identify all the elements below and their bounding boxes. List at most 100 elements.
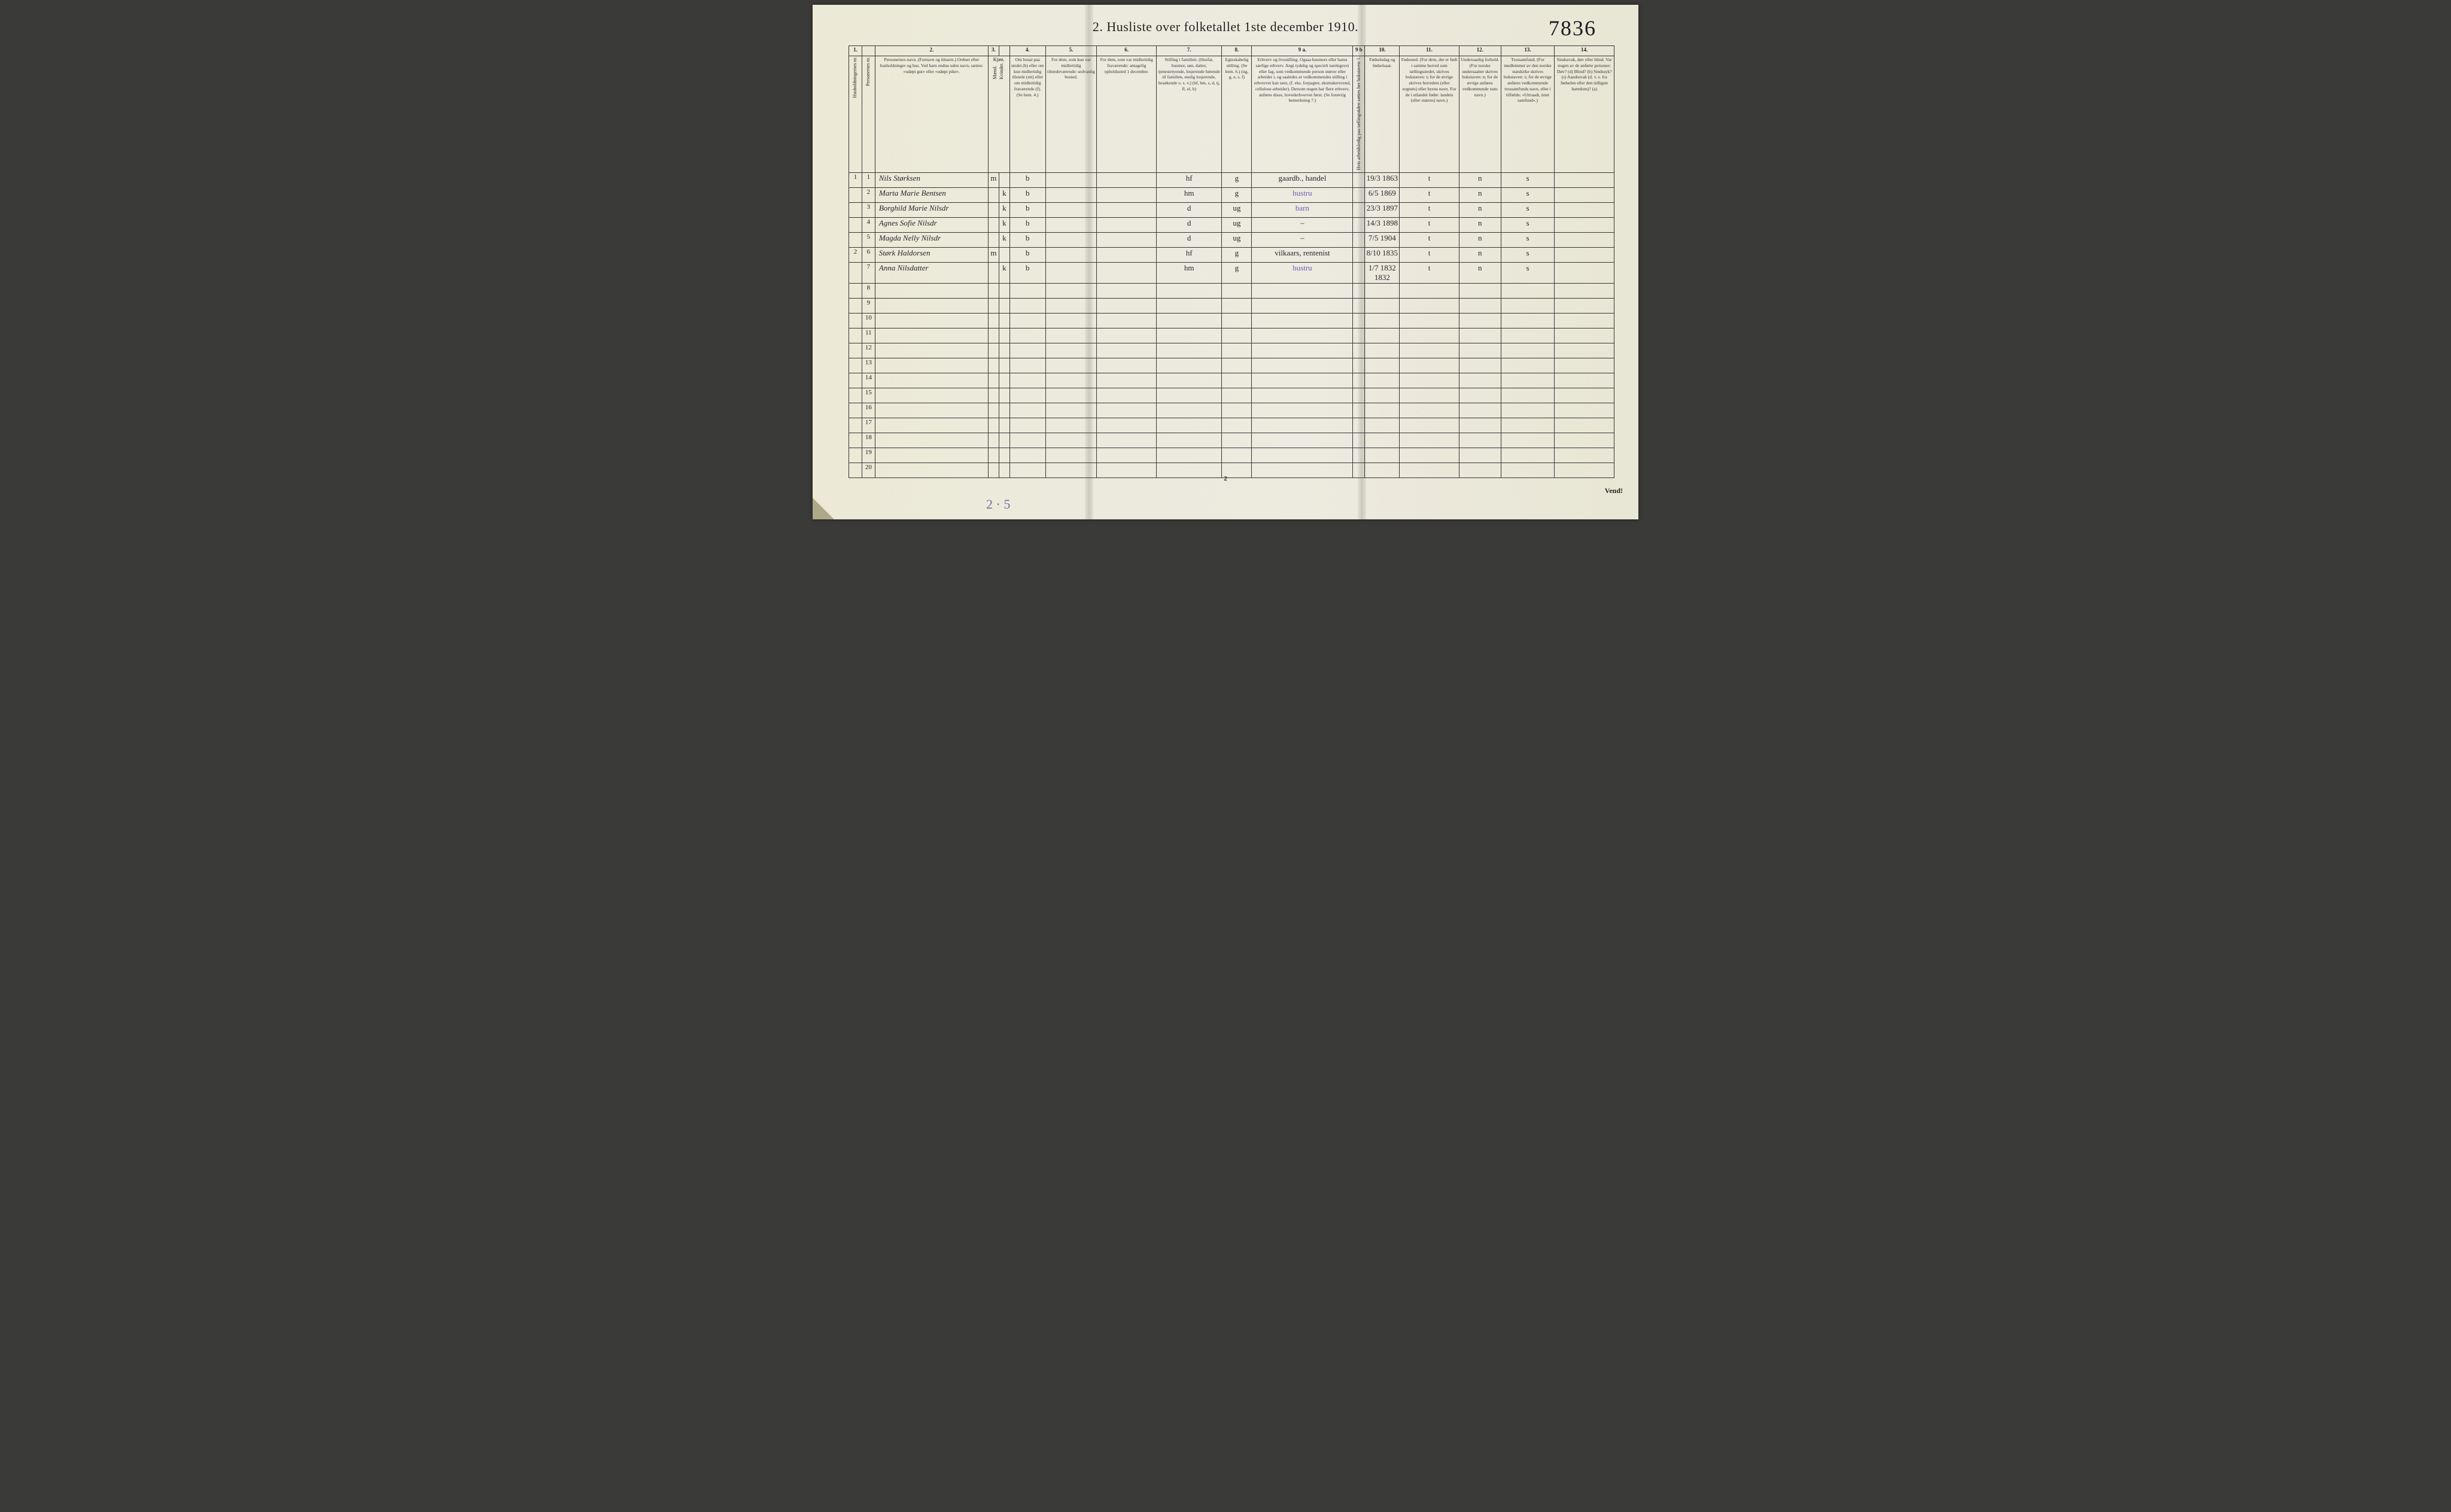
table-cell: 7 bbox=[862, 263, 875, 284]
table-cell: 18 bbox=[862, 433, 875, 448]
table-cell bbox=[1555, 218, 1614, 233]
table-cell bbox=[1555, 463, 1614, 478]
table-cell bbox=[1459, 358, 1501, 373]
table-cell: 3 bbox=[862, 203, 875, 218]
column-number-cell: 4. bbox=[1009, 46, 1045, 56]
census-table: 1.2.3.4.5.6.7.8.9 a.9 b10.11.12.13.14. H… bbox=[849, 45, 1614, 478]
table-cell: 6 bbox=[862, 248, 875, 263]
table-cell: t bbox=[1400, 173, 1459, 188]
table-cell: n bbox=[1459, 173, 1501, 188]
table-cell bbox=[875, 448, 988, 463]
table-cell: s bbox=[1501, 233, 1555, 248]
table-cell bbox=[1353, 233, 1365, 248]
table-cell: s bbox=[1501, 248, 1555, 263]
table-cell bbox=[1045, 188, 1097, 203]
header-person-nr-label: Personernes nr. bbox=[866, 57, 871, 86]
table-cell bbox=[999, 463, 1009, 478]
table-cell: 14/3 1898 bbox=[1365, 218, 1400, 233]
table-cell bbox=[1501, 463, 1555, 478]
table-cell bbox=[1501, 328, 1555, 343]
table-cell: 7/5 1904 bbox=[1365, 233, 1400, 248]
table-cell: Nils Størksen bbox=[875, 173, 988, 188]
table-cell bbox=[1009, 373, 1045, 388]
column-number-cell: 8. bbox=[1222, 46, 1252, 56]
table-cell: n bbox=[1459, 203, 1501, 218]
table-cell bbox=[1252, 448, 1353, 463]
column-number-cell: 13. bbox=[1501, 46, 1555, 56]
table-cell bbox=[999, 248, 1009, 263]
table-cell bbox=[1555, 284, 1614, 299]
table-cell bbox=[1009, 343, 1045, 358]
table-cell bbox=[1222, 448, 1252, 463]
table-cell bbox=[1400, 388, 1459, 403]
table-cell bbox=[1252, 373, 1353, 388]
table-cell bbox=[1252, 433, 1353, 448]
table-cell: hf bbox=[1156, 173, 1222, 188]
header-arbeidsledig-label: Hvis arbeidsledig paa tællingstiden sætt… bbox=[1357, 57, 1362, 170]
vend-label: Vend! bbox=[1605, 486, 1623, 495]
table-cell bbox=[1156, 299, 1222, 314]
header-arbeidsledig: Hvis arbeidsledig paa tællingstiden sætt… bbox=[1353, 56, 1365, 173]
table-cell bbox=[999, 433, 1009, 448]
table-cell bbox=[1365, 314, 1400, 328]
table-cell: hm bbox=[1156, 263, 1222, 284]
table-cell bbox=[1156, 314, 1222, 328]
table-cell bbox=[849, 299, 862, 314]
table-row: 18 bbox=[849, 433, 1614, 448]
table-cell bbox=[1459, 328, 1501, 343]
column-number-cell: 5. bbox=[1045, 46, 1097, 56]
header-fodselsdato-label: Fødselsdag og fødselsaar. bbox=[1369, 57, 1395, 68]
table-cell bbox=[1353, 433, 1365, 448]
table-cell bbox=[988, 448, 999, 463]
table-row: 14 bbox=[849, 373, 1614, 388]
table-cell bbox=[1555, 248, 1614, 263]
table-cell: b bbox=[1009, 218, 1045, 233]
table-cell bbox=[1459, 343, 1501, 358]
census-table-head: 1.2.3.4.5.6.7.8.9 a.9 b10.11.12.13.14. H… bbox=[849, 46, 1614, 173]
header-undersaat-label: Undersaatlig forhold. (For norske unders… bbox=[1461, 57, 1499, 98]
table-cell bbox=[1400, 403, 1459, 418]
table-cell: 19/3 1863 bbox=[1365, 173, 1400, 188]
header-name-label: Personernes navn. (Fornavn og tilnavn.) … bbox=[880, 57, 983, 74]
table-cell bbox=[1045, 263, 1097, 284]
column-number-cell: 10. bbox=[1365, 46, 1400, 56]
table-cell bbox=[1353, 188, 1365, 203]
table-cell: 5 bbox=[862, 233, 875, 248]
table-cell bbox=[988, 328, 999, 343]
header-egteskab: Egteskabelig stilling. (Se bem. 6.) (ug,… bbox=[1222, 56, 1252, 173]
table-row: 4Agnes Sofie Nilsdrkbdug–14/3 1898tns bbox=[849, 218, 1614, 233]
table-cell: – bbox=[1252, 233, 1353, 248]
table-cell bbox=[1009, 463, 1045, 478]
table-cell bbox=[875, 343, 988, 358]
table-cell bbox=[1097, 403, 1157, 418]
table-cell bbox=[988, 188, 999, 203]
table-cell bbox=[1555, 188, 1614, 203]
table-cell: 16 bbox=[862, 403, 875, 418]
table-cell bbox=[1555, 314, 1614, 328]
table-cell: t bbox=[1400, 188, 1459, 203]
table-cell bbox=[1555, 433, 1614, 448]
table-cell bbox=[1156, 418, 1222, 433]
table-cell: 17 bbox=[862, 418, 875, 433]
table-cell bbox=[1045, 233, 1097, 248]
census-table-body: 11Nils Størksenmbhfggaardb., handel19/3 … bbox=[849, 173, 1614, 478]
table-cell bbox=[1252, 418, 1353, 433]
handwritten-top-annotation: 7836 bbox=[1549, 16, 1597, 41]
table-cell bbox=[1097, 388, 1157, 403]
table-row: 9 bbox=[849, 299, 1614, 314]
column-number-cell bbox=[999, 46, 1009, 56]
table-cell bbox=[1009, 388, 1045, 403]
table-cell bbox=[849, 203, 862, 218]
table-cell: 1 bbox=[862, 173, 875, 188]
table-cell: gaardb., handel bbox=[1252, 173, 1353, 188]
table-cell bbox=[875, 358, 988, 373]
table-cell bbox=[875, 328, 988, 343]
table-cell: 1 bbox=[849, 173, 862, 188]
table-cell bbox=[1222, 418, 1252, 433]
table-row: 19 bbox=[849, 448, 1614, 463]
table-cell bbox=[1555, 448, 1614, 463]
table-cell: b bbox=[1009, 248, 1045, 263]
table-cell: g bbox=[1222, 248, 1252, 263]
table-cell bbox=[999, 328, 1009, 343]
table-cell bbox=[1097, 433, 1157, 448]
